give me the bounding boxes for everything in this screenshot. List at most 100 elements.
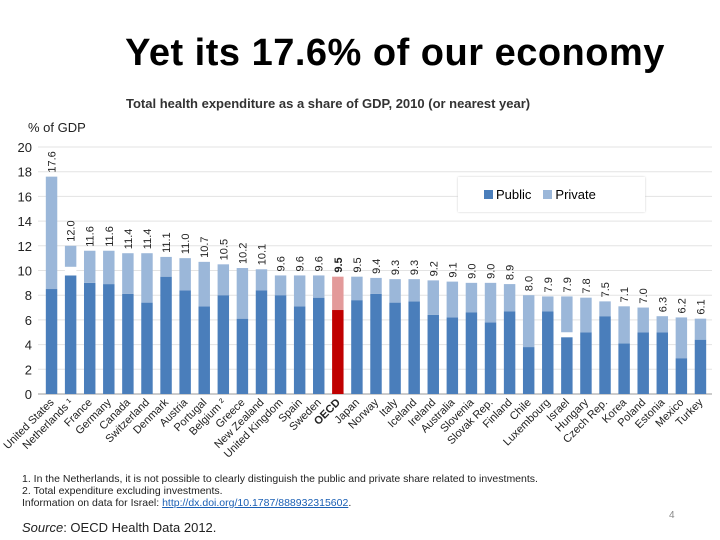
page-number: 4 bbox=[669, 510, 675, 521]
data-label-total: 7.1 bbox=[619, 287, 631, 302]
data-label-total: 9.6 bbox=[314, 256, 326, 271]
bar-public bbox=[122, 293, 134, 394]
bar-private bbox=[427, 280, 439, 315]
data-label-total: 7.0 bbox=[638, 288, 650, 303]
bar-private bbox=[694, 318, 707, 340]
bar-public bbox=[561, 337, 573, 394]
bar-private bbox=[293, 275, 306, 307]
bar-public bbox=[293, 306, 306, 394]
y-tick-label: 10 bbox=[18, 264, 32, 279]
bar-public bbox=[64, 275, 77, 394]
data-label-total: 9.5 bbox=[333, 257, 345, 272]
bar-public bbox=[522, 347, 535, 394]
data-label-total: 9.6 bbox=[276, 256, 288, 271]
bar-public bbox=[332, 310, 344, 394]
data-label-total: 7.8 bbox=[581, 278, 593, 293]
bar-private bbox=[465, 282, 478, 313]
bar-public bbox=[656, 332, 669, 394]
y-tick-label: 8 bbox=[25, 288, 32, 303]
bar-public bbox=[160, 276, 172, 394]
data-label-total: 9.3 bbox=[390, 260, 402, 275]
bar-public bbox=[408, 301, 420, 394]
data-label-total: 11.0 bbox=[180, 234, 192, 255]
bar-private bbox=[332, 276, 344, 311]
data-label-total: 6.2 bbox=[676, 298, 688, 313]
chart-legend: Public Private bbox=[458, 177, 645, 212]
y-tick-label: 14 bbox=[18, 214, 32, 229]
bar-private bbox=[198, 261, 210, 307]
data-label-total: 9.1 bbox=[447, 262, 459, 277]
bar-private bbox=[408, 279, 420, 302]
data-label-total: 9.4 bbox=[371, 259, 383, 274]
bar-private bbox=[255, 269, 268, 291]
data-label-total: 6.3 bbox=[657, 297, 669, 312]
legend-label-public: Public bbox=[496, 187, 532, 202]
source-line: Source: OECD Health Data 2012. bbox=[22, 520, 216, 535]
y-axis-label: % of GDP bbox=[28, 120, 86, 135]
bar-private bbox=[274, 275, 287, 296]
bar-private bbox=[103, 250, 115, 285]
bar-private bbox=[656, 316, 669, 333]
bar-public bbox=[274, 295, 287, 394]
bar-public bbox=[465, 312, 478, 394]
bar-private bbox=[637, 307, 649, 333]
bar-public bbox=[389, 302, 401, 394]
bar-private bbox=[618, 306, 630, 344]
legend-swatch-private bbox=[543, 190, 553, 199]
data-label-total: 9.3 bbox=[409, 260, 421, 275]
bar-public bbox=[370, 293, 382, 394]
data-label-total: 11.4 bbox=[123, 229, 135, 250]
data-label-total: 6.1 bbox=[695, 299, 707, 314]
source-text: : OECD Health Data 2012. bbox=[63, 520, 217, 535]
israel-data-link[interactable]: http://dx.doi.org/10.1787/888932315602 bbox=[162, 497, 349, 509]
y-tick-label: 18 bbox=[18, 165, 32, 180]
bar-private bbox=[675, 317, 688, 359]
data-label-total: 7.9 bbox=[543, 277, 555, 292]
bar-private bbox=[313, 275, 325, 298]
bar-private bbox=[160, 256, 172, 277]
footnotes: 1. In the Netherlands, it is not possibl… bbox=[22, 473, 538, 509]
bar-public bbox=[236, 318, 249, 394]
bar-public bbox=[503, 311, 516, 394]
data-label-total: 10.1 bbox=[256, 244, 268, 265]
bar-public bbox=[618, 343, 630, 394]
bar-private bbox=[122, 253, 134, 294]
data-label-total: 7.5 bbox=[600, 282, 612, 297]
data-label-total: 11.6 bbox=[85, 226, 97, 247]
data-label-total: 12.0 bbox=[66, 220, 78, 241]
y-tick-label: 0 bbox=[25, 387, 32, 402]
bar-private bbox=[599, 301, 611, 317]
data-label-total: 10.7 bbox=[199, 236, 211, 257]
bar-private bbox=[83, 250, 96, 283]
bar-private bbox=[351, 276, 363, 301]
legend-item-public: Public bbox=[484, 187, 531, 202]
bar-private bbox=[580, 297, 592, 333]
slide-title: Yet its 17.6% of our economy bbox=[125, 32, 665, 74]
bar-public bbox=[313, 297, 325, 394]
bar-private bbox=[179, 258, 191, 291]
bar-public bbox=[484, 322, 497, 394]
y-tick-label: 6 bbox=[25, 313, 32, 328]
bar-private bbox=[484, 282, 497, 323]
bar-unsplit bbox=[64, 266, 77, 276]
bar-private bbox=[446, 281, 459, 318]
data-label-total: 7.9 bbox=[562, 277, 574, 292]
bar-public bbox=[580, 332, 592, 394]
data-label-total: 17.6 bbox=[47, 151, 59, 172]
legend-label-private: Private bbox=[555, 187, 596, 202]
footnote-israel: Information on data for Israel: http://d… bbox=[22, 497, 538, 509]
bar-private bbox=[370, 277, 382, 294]
data-label-total: 10.2 bbox=[237, 243, 249, 264]
bar-public bbox=[637, 332, 649, 394]
footnote-israel-prefix: Information on data for Israel: bbox=[22, 497, 163, 509]
bar-public bbox=[103, 284, 115, 394]
footnote-2: 2. Total expenditure excluding investmen… bbox=[22, 485, 223, 497]
bar-private bbox=[217, 264, 230, 296]
bar-public bbox=[694, 339, 707, 394]
bar-public bbox=[198, 306, 210, 394]
bar-public bbox=[217, 295, 230, 394]
bar-unsplit bbox=[561, 332, 573, 338]
data-label-total: 9.0 bbox=[486, 264, 498, 279]
footnote-israel-suffix: . bbox=[348, 497, 352, 509]
bar-public bbox=[45, 289, 58, 394]
